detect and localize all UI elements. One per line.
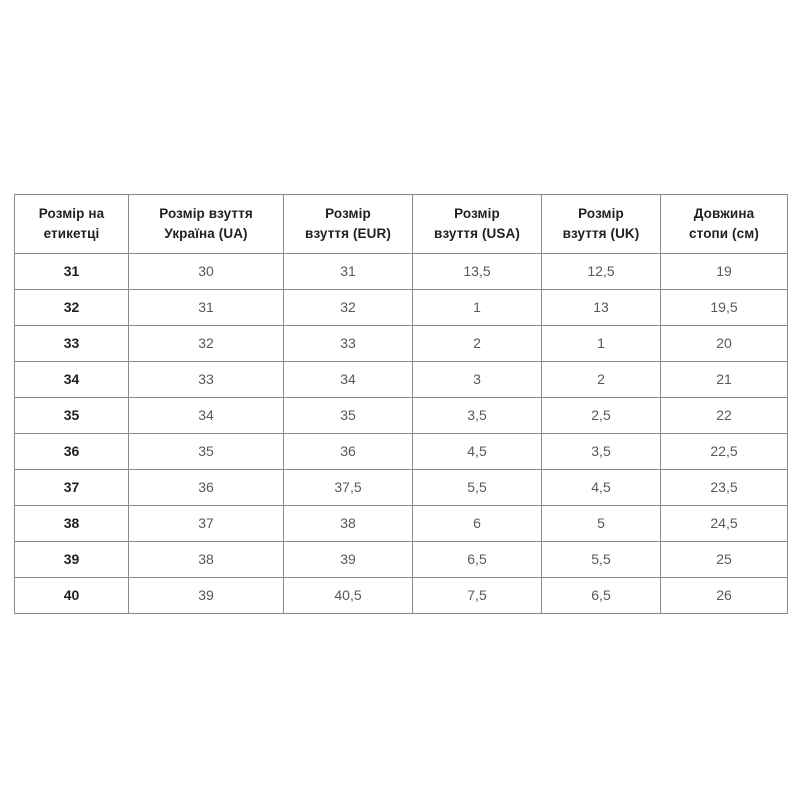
cell-label-size: 39 (14, 541, 129, 578)
cell-size-uk: 5,5 (541, 541, 661, 578)
table-row: 35 34 35 3,5 2,5 22 (14, 397, 788, 434)
table-row: 33 32 33 2 1 20 (14, 325, 788, 362)
table-row: 39 38 39 6,5 5,5 25 (14, 541, 788, 578)
cell-size-uk: 13 (541, 289, 661, 326)
cell-size-usa: 5,5 (412, 469, 542, 506)
table-header-row: Розмір на етикетці Розмір взуття Україна… (14, 194, 788, 254)
cell-size-uk: 4,5 (541, 469, 661, 506)
column-header-line-1: Розмір на (38, 206, 105, 222)
cell-size-ua: 33 (128, 361, 284, 398)
cell-size-uk: 6,5 (541, 577, 661, 614)
table-row: 31 30 31 13,5 12,5 19 (14, 253, 788, 290)
cell-size-usa: 3 (412, 361, 542, 398)
cell-label-size: 33 (14, 325, 129, 362)
cell-size-usa: 6,5 (412, 541, 542, 578)
cell-label-size: 36 (14, 433, 129, 470)
column-header-line-1: Розмір (325, 206, 371, 222)
cell-size-ua: 34 (128, 397, 284, 434)
column-header-line-1: Довжина (693, 206, 755, 222)
cell-label-size: 37 (14, 469, 129, 506)
column-header-size-ua: Розмір взуття Україна (UA) (128, 194, 284, 254)
table-header: Розмір на етикетці Розмір взуття Україна… (14, 194, 788, 254)
table-row: 37 36 37,5 5,5 4,5 23,5 (14, 469, 788, 506)
cell-size-eur: 31 (283, 253, 413, 290)
cell-label-size: 38 (14, 505, 129, 542)
cell-size-eur: 32 (283, 289, 413, 326)
table-row: 38 37 38 6 5 24,5 (14, 505, 788, 542)
cell-size-ua: 39 (128, 577, 284, 614)
cell-label-size: 32 (14, 289, 129, 326)
column-header-line-2: взуття (UK) (562, 226, 640, 241)
column-header-line-1: Розмір взуття (159, 206, 253, 222)
cell-foot-length: 20 (660, 325, 788, 362)
column-header-size-usa: Розмір взуття (USA) (412, 194, 542, 254)
cell-size-eur: 39 (283, 541, 413, 578)
column-header-size-uk: Розмір взуття (UK) (541, 194, 661, 254)
shoe-size-table: Розмір на етикетці Розмір взуття Україна… (14, 194, 788, 614)
cell-size-usa: 7,5 (412, 577, 542, 614)
cell-size-eur: 40,5 (283, 577, 413, 614)
cell-size-eur: 33 (283, 325, 413, 362)
cell-size-eur: 34 (283, 361, 413, 398)
cell-size-uk: 3,5 (541, 433, 661, 470)
cell-label-size: 35 (14, 397, 129, 434)
cell-foot-length: 23,5 (660, 469, 788, 506)
column-header-line-1: Розмір (454, 206, 500, 222)
cell-foot-length: 26 (660, 577, 788, 614)
column-header-foot-length: Довжина стопи (см) (660, 194, 788, 254)
cell-size-usa: 6 (412, 505, 542, 542)
cell-label-size: 40 (14, 577, 129, 614)
cell-size-uk: 12,5 (541, 253, 661, 290)
cell-size-ua: 38 (128, 541, 284, 578)
cell-size-usa: 1 (412, 289, 542, 326)
table-row: 34 33 34 3 2 21 (14, 361, 788, 398)
table-row: 36 35 36 4,5 3,5 22,5 (14, 433, 788, 470)
cell-label-size: 31 (14, 253, 129, 290)
cell-size-usa: 4,5 (412, 433, 542, 470)
cell-foot-length: 25 (660, 541, 788, 578)
size-chart-container: Розмір на етикетці Розмір взуття Україна… (14, 194, 788, 614)
cell-size-uk: 1 (541, 325, 661, 362)
cell-size-eur: 35 (283, 397, 413, 434)
cell-size-ua: 37 (128, 505, 284, 542)
cell-foot-length: 24,5 (660, 505, 788, 542)
cell-size-ua: 36 (128, 469, 284, 506)
cell-foot-length: 19,5 (660, 289, 788, 326)
cell-foot-length: 22,5 (660, 433, 788, 470)
cell-size-ua: 30 (128, 253, 284, 290)
column-header-line-2: Україна (UA) (164, 226, 248, 241)
column-header-line-2: взуття (EUR) (305, 226, 391, 241)
cell-size-uk: 2 (541, 361, 661, 398)
cell-size-ua: 31 (128, 289, 284, 326)
cell-size-eur: 38 (283, 505, 413, 542)
cell-size-ua: 35 (128, 433, 284, 470)
column-header-line-2: стопи (см) (689, 226, 759, 241)
column-header-size-eur: Розмір взуття (EUR) (283, 194, 413, 254)
column-header-line-2: взуття (USA) (434, 226, 520, 241)
cell-size-usa: 13,5 (412, 253, 542, 290)
cell-size-eur: 37,5 (283, 469, 413, 506)
cell-size-usa: 3,5 (412, 397, 542, 434)
cell-size-uk: 2,5 (541, 397, 661, 434)
cell-foot-length: 21 (660, 361, 788, 398)
cell-size-eur: 36 (283, 433, 413, 470)
table-row: 32 31 32 1 13 19,5 (14, 289, 788, 326)
table-row: 40 39 40,5 7,5 6,5 26 (14, 577, 788, 614)
cell-foot-length: 22 (660, 397, 788, 434)
cell-label-size: 34 (14, 361, 129, 398)
table-body: 31 30 31 13,5 12,5 19 32 31 32 1 13 19,5… (14, 253, 788, 614)
column-header-label-size: Розмір на етикетці (14, 194, 129, 254)
cell-size-ua: 32 (128, 325, 284, 362)
cell-foot-length: 19 (660, 253, 788, 290)
cell-size-usa: 2 (412, 325, 542, 362)
column-header-line-2: етикетці (43, 226, 100, 241)
column-header-line-1: Розмір (578, 206, 624, 222)
cell-size-uk: 5 (541, 505, 661, 542)
